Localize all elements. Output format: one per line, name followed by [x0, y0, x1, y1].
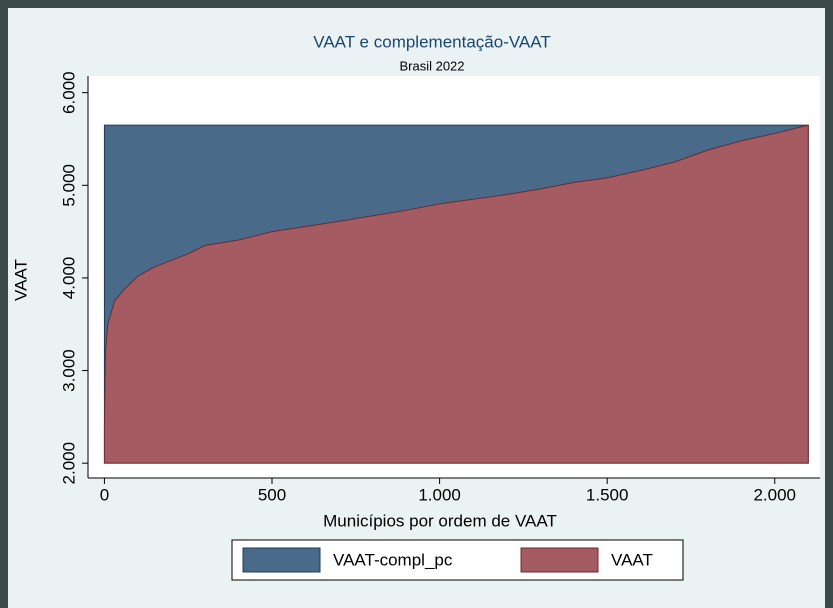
x-tick-label: 0 — [100, 485, 109, 504]
y-tick-label: 2.000 — [59, 442, 78, 485]
y-tick-label: 3.000 — [59, 349, 78, 392]
legend-swatch — [242, 547, 321, 573]
x-axis-label: Municípios por ordem de VAAT — [323, 511, 557, 530]
legend-label: VAAT — [611, 550, 653, 569]
x-tick-label: 1.000 — [418, 485, 461, 504]
x-tick-label: 2.000 — [753, 485, 796, 504]
y-tick-label: 4.000 — [59, 257, 78, 300]
x-tick-label: 1.500 — [586, 485, 629, 504]
chart-title: VAAT e complementação-VAAT — [313, 32, 550, 51]
area — [103, 124, 809, 464]
x-tick-label: 500 — [258, 485, 286, 504]
chart-subtitle: Brasil 2022 — [399, 58, 464, 73]
legend-label: VAAT-compl_pc — [333, 550, 453, 569]
y-tick-label: 5.000 — [59, 164, 78, 207]
y-axis-label: VAAT — [11, 259, 30, 301]
legend-swatch — [520, 547, 599, 573]
y-tick-label: 6.000 — [59, 71, 78, 114]
